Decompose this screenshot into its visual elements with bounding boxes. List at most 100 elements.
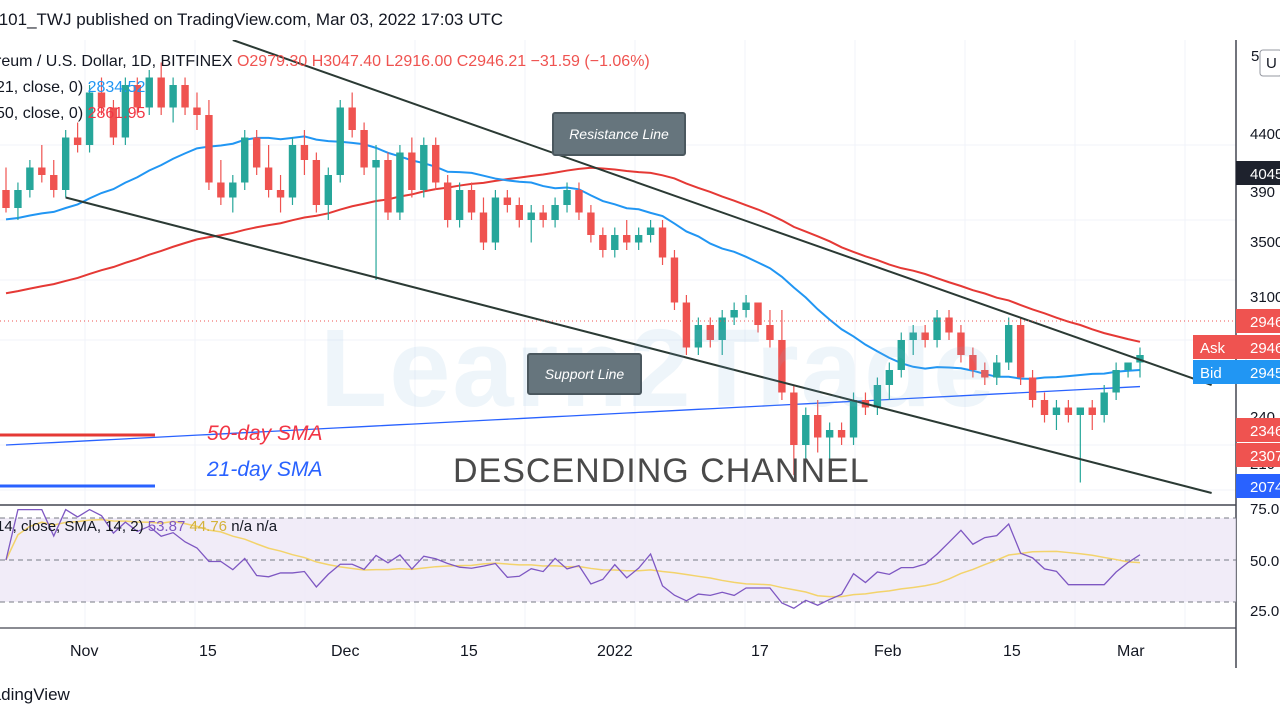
candle-body — [1016, 325, 1025, 378]
candle — [443, 175, 452, 228]
candle-body — [730, 310, 738, 318]
candle — [73, 122, 82, 153]
candle-body — [563, 190, 571, 205]
candle-body — [706, 325, 714, 340]
change-value: −31.59 (−1.06%) — [530, 53, 650, 70]
candle — [802, 407, 810, 460]
candle-body — [145, 77, 153, 108]
candle-body — [993, 362, 1001, 378]
candle — [432, 137, 440, 190]
low-value: L2916.00 — [385, 53, 453, 70]
candle-body — [241, 137, 249, 183]
candle — [694, 317, 703, 355]
support-trendline — [65, 196, 1212, 494]
price-tick-390: 390 — [1250, 184, 1275, 201]
candle — [288, 137, 297, 205]
candle-body — [670, 257, 679, 303]
candle-body — [515, 205, 523, 220]
candle — [61, 130, 70, 198]
candle-body — [443, 182, 452, 220]
candle-body — [503, 197, 512, 205]
rsi-legend: 14, close, SMA, 14, 2) 53.87 44.76 n/a n… — [0, 518, 277, 535]
candle — [372, 145, 380, 280]
candle-body — [1064, 407, 1073, 415]
candle — [933, 310, 941, 348]
current-price-label: 2946 — [1250, 314, 1280, 331]
candle — [264, 145, 273, 198]
candle-body — [1052, 407, 1061, 415]
candle — [38, 145, 46, 183]
sma200-line — [5, 385, 1141, 446]
sma50-line — [5, 166, 1141, 343]
candle — [408, 137, 416, 198]
candle-body — [802, 415, 810, 445]
candle-body — [885, 370, 894, 385]
candle-body — [181, 85, 189, 108]
candle-body — [97, 92, 106, 108]
candle-body — [873, 385, 882, 408]
candle-body — [38, 167, 46, 175]
candle-body — [921, 332, 929, 340]
current-price-bg — [1236, 309, 1280, 333]
candle — [623, 220, 631, 250]
candle-body — [790, 392, 798, 445]
scale-toggle-button[interactable] — [1259, 49, 1280, 77]
rsi-na-2: n/a — [256, 518, 278, 535]
candle — [981, 362, 989, 385]
candle-body — [1076, 407, 1085, 415]
candle — [1028, 370, 1037, 408]
candle-body — [491, 197, 500, 243]
candle-body — [1100, 392, 1108, 415]
candle-body — [849, 400, 858, 438]
candle-body — [217, 182, 225, 198]
descending-channel — [65, 40, 1212, 494]
candle-body — [897, 340, 905, 370]
chart-header: t101_TWJ published on TradingView.com, M… — [0, 0, 1280, 40]
candle-body — [837, 430, 846, 438]
candle-body — [718, 317, 726, 340]
price-label-2307-bg — [1236, 443, 1280, 467]
candle — [300, 130, 309, 175]
candle-body — [312, 160, 321, 205]
candle — [133, 77, 142, 115]
candle — [957, 325, 965, 363]
candle — [467, 182, 476, 220]
candle-body — [109, 107, 118, 138]
price-scale[interactable]: 5 4400 390 3500 3100 240 210 4045 2946 A… — [1193, 48, 1280, 620]
price-label-4045-bg — [1236, 161, 1280, 185]
candle — [563, 182, 571, 213]
candle — [682, 295, 691, 355]
tradingview-footer: radingView — [0, 672, 1280, 720]
candle-body — [539, 212, 547, 220]
high-value: H3047.40 — [311, 53, 382, 70]
candle-body — [169, 85, 177, 108]
candle — [611, 227, 619, 258]
candle — [205, 100, 213, 190]
rsi-tick-50: 50.0 — [1250, 553, 1279, 570]
candle-body — [551, 205, 559, 220]
rsi-line — [5, 508, 1141, 609]
publisher-line: t101_TWJ published on TradingView.com, M… — [0, 10, 504, 29]
candle — [814, 400, 822, 453]
price-tick-5: 5 — [1251, 48, 1259, 65]
candle — [1100, 385, 1108, 423]
price-label-2307: 2307 — [1250, 448, 1280, 465]
ask-label: Ask — [1200, 340, 1226, 357]
time-label: Nov — [70, 643, 98, 660]
candle — [1004, 317, 1013, 370]
candle — [217, 160, 225, 205]
candle — [909, 325, 917, 355]
candle — [527, 205, 535, 243]
candle — [778, 310, 786, 400]
sma21-annotation: 21-day SMA — [207, 458, 323, 481]
candle — [599, 227, 607, 258]
sma200-path — [5, 385, 1141, 446]
candle-body — [467, 190, 476, 213]
learn2trade-watermark: Learn2Trade — [320, 307, 997, 430]
ma21-label: 21, close, 0) — [0, 79, 84, 96]
candle — [336, 100, 344, 183]
candle-body — [420, 145, 428, 190]
candle-body — [646, 227, 655, 235]
candle — [1112, 362, 1120, 400]
candle — [181, 77, 189, 115]
